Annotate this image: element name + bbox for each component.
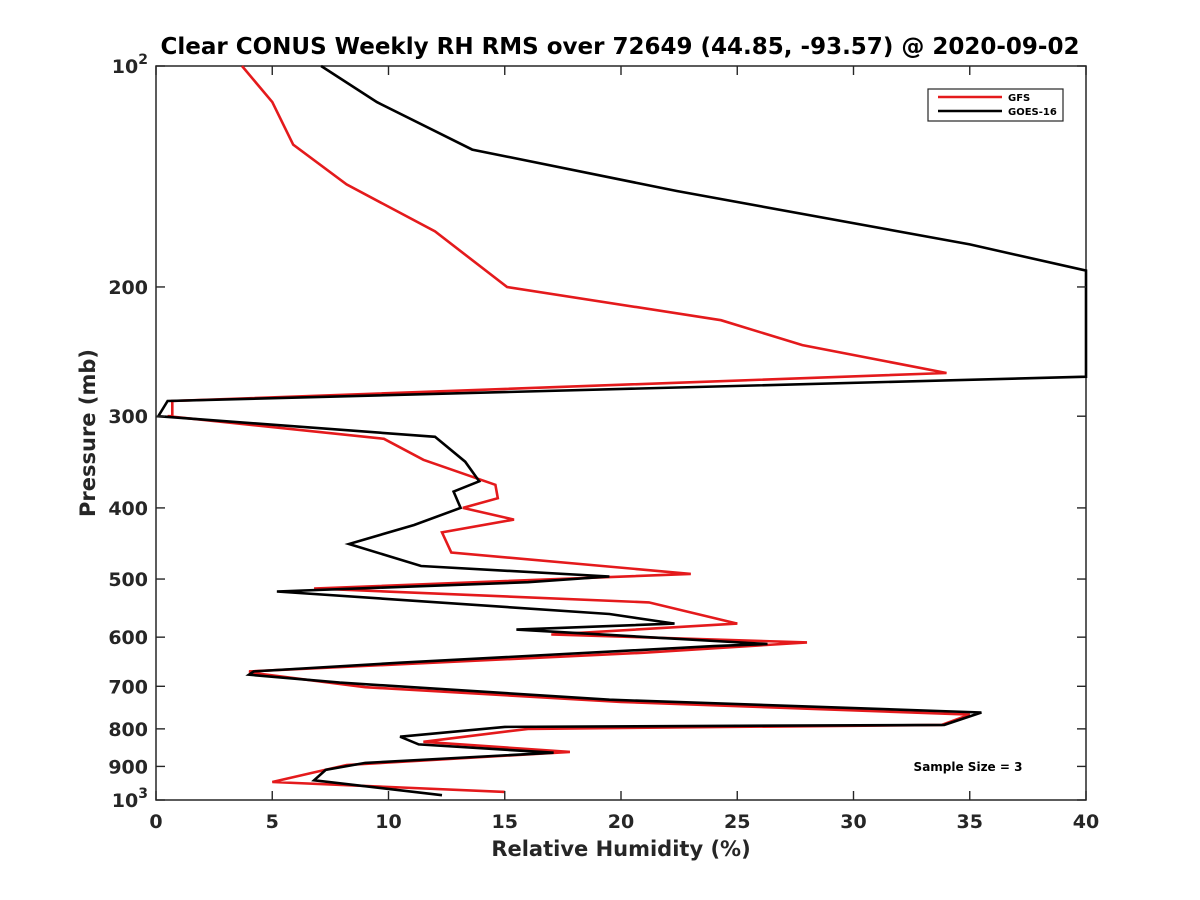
y-tick-label: 700 (108, 676, 148, 698)
y-tick-label: 800 (108, 719, 148, 741)
x-tick-label: 40 (1073, 811, 1099, 833)
x-axis-label: Relative Humidity (%) (491, 837, 750, 861)
x-tick-label: 35 (957, 811, 983, 833)
legend-label-goes16: GOES-16 (1008, 107, 1057, 118)
y-axis-label: Pressure (mb) (76, 349, 100, 517)
chart-title: Clear CONUS Weekly RH RMS over 72649 (44… (161, 34, 1080, 60)
x-tick-label: 30 (840, 811, 866, 833)
y-tick-label: 200 (108, 277, 148, 299)
sample-size-annotation: Sample Size = 3 (914, 760, 1023, 774)
y-tick-label: 900 (108, 756, 148, 778)
x-tick-label: 20 (608, 811, 634, 833)
x-tick-label: 0 (149, 811, 162, 833)
y-tick-label: 400 (108, 498, 148, 520)
x-tick-label: 15 (492, 811, 518, 833)
x-axis: 0 5 10 15 20 25 30 35 40 (149, 66, 1099, 833)
x-tick-label: 25 (724, 811, 750, 833)
y-tick-label: 103 (112, 786, 148, 812)
plot-area (155, 64, 1088, 801)
y-tick-label: 300 (108, 406, 148, 428)
plot-frame (155, 65, 1087, 801)
legend-label-gfs: GFS (1008, 93, 1030, 104)
y-tick-label: 600 (108, 627, 148, 649)
x-tick-label: 10 (375, 811, 401, 833)
legend: GFS GOES-16 (927, 88, 1064, 122)
y-axis: 102 200 300 400 500 600 700 800 900 103 (108, 52, 1086, 812)
y-tick-label: 102 (112, 52, 148, 78)
y-tick-label: 500 (108, 569, 148, 591)
x-tick-label: 5 (266, 811, 279, 833)
legend-box (927, 88, 1064, 122)
series-line-goes16 (156, 64, 1088, 797)
series-layer (156, 64, 1088, 797)
